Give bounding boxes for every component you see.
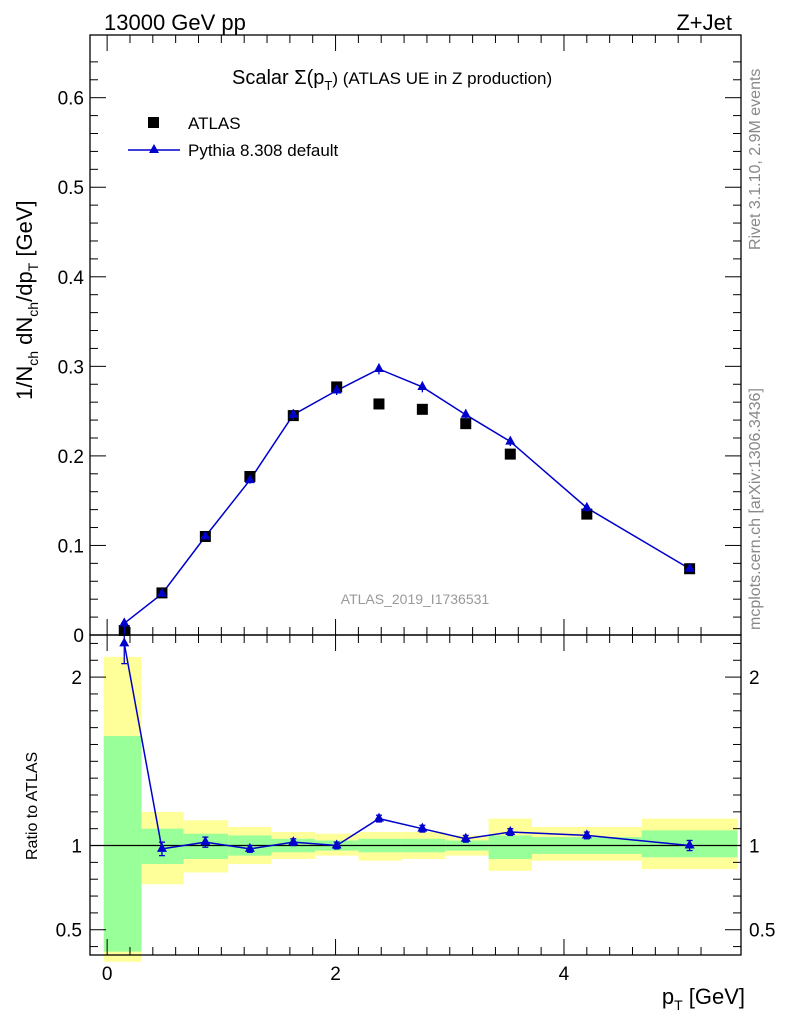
mc-point <box>373 363 384 373</box>
ratio-y-tick-label-right: 2 <box>749 668 760 689</box>
legend-mc-marker <box>149 144 159 153</box>
rivet-version-label: Rivet 3.1.10, 2.9M events <box>747 69 764 250</box>
data-point <box>416 403 428 415</box>
ratio-y-tick-label-right: 0.5 <box>749 921 775 942</box>
data-point <box>504 448 516 460</box>
mc-point <box>288 408 299 418</box>
band-inner-9 <box>488 835 532 859</box>
header-right: Z+Jet <box>676 10 732 35</box>
main-title: Scalar Σ(pT) (ATLAS UE in Z production) <box>232 67 552 93</box>
mc-point <box>684 562 695 572</box>
ratio-point <box>460 832 471 842</box>
main-y-tick-label: 0.3 <box>58 357 84 378</box>
mc-line <box>123 368 690 624</box>
ratio-point <box>417 822 428 832</box>
main-y-tick-label: 0.1 <box>58 536 84 557</box>
legend-data-label: ATLAS <box>188 114 241 133</box>
main-y-tick-label: 0.4 <box>58 268 85 289</box>
ratio-point <box>684 839 695 849</box>
main-y-axis-label: 1/Nch dNch/dpT [GeV] <box>12 200 41 400</box>
legend-mc-label: Pythia 8.308 default <box>188 141 339 160</box>
mcplots-label: mcplots.cern.ch [arXiv:1306.3436] <box>747 388 764 630</box>
x-tick-label: 2 <box>330 964 341 985</box>
ratio-point <box>200 836 211 846</box>
legend-data-marker <box>148 117 159 128</box>
main-y-tick-label: 0.6 <box>58 89 84 110</box>
ratio-y-tick-label-left: 0.5 <box>56 921 82 942</box>
ratio-point <box>581 829 592 839</box>
ratio-point <box>119 637 130 647</box>
main-y-tick-label: 0.5 <box>58 178 84 199</box>
ratio-plot-frame <box>89 634 742 956</box>
mc-point <box>244 474 255 484</box>
data-point <box>373 398 385 410</box>
mc-point <box>581 501 592 511</box>
ratio-y-axis-label: Ratio to ATLAS <box>24 752 41 860</box>
ratio-mc-line <box>123 643 690 850</box>
mc-point <box>331 384 342 394</box>
main-y-tick-label: 0.2 <box>58 447 84 468</box>
data-point <box>581 508 593 520</box>
ratio-point <box>288 836 299 846</box>
x-tick-label: 0 <box>102 964 113 985</box>
ratio-point <box>331 839 342 849</box>
band-inner-0 <box>103 736 142 952</box>
ratio-y-tick-label-left: 1 <box>71 837 82 858</box>
main-y-tick-label: 0 <box>73 626 84 647</box>
mc-point <box>460 408 471 418</box>
mc-point <box>505 435 516 445</box>
x-tick-label: 4 <box>559 964 570 985</box>
header-left: 13000 GeV pp <box>104 10 246 35</box>
mc-point <box>156 587 167 597</box>
ratio-point <box>373 812 384 822</box>
ratio-point <box>244 842 255 852</box>
ratio-y-tick-label-right: 1 <box>749 837 760 858</box>
ratio-point <box>505 826 516 836</box>
x-axis-label: pT [GeV] <box>662 984 745 1013</box>
data-point <box>460 418 472 430</box>
analysis-watermark: ATLAS_2019_I1736531 <box>341 591 490 607</box>
mc-point <box>417 380 428 390</box>
ratio-point <box>156 842 167 852</box>
ratio-y-tick-label-left: 2 <box>71 668 82 689</box>
mc-point <box>200 530 211 540</box>
mc-point <box>119 617 130 627</box>
